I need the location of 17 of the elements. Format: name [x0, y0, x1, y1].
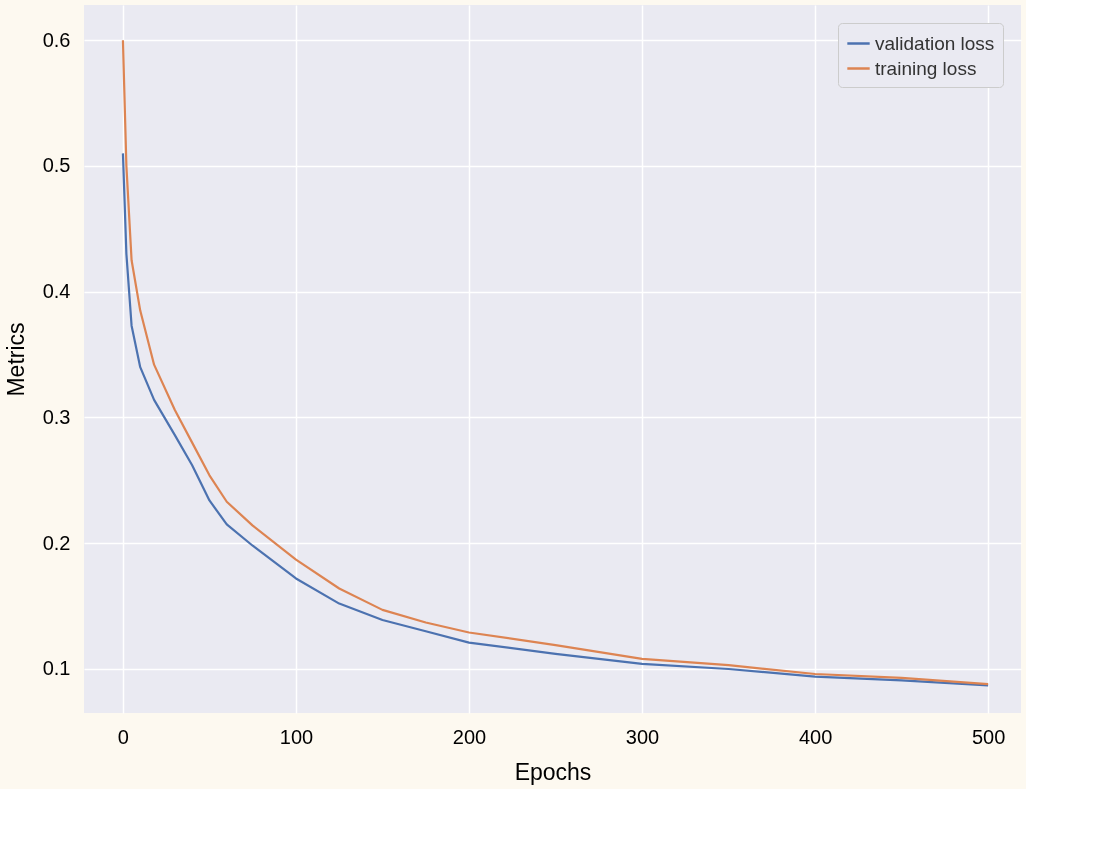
y-axis-title: Metrics	[2, 322, 29, 397]
x-tick-label: 300	[625, 725, 660, 748]
x-tick-label: 200	[452, 725, 487, 748]
y-tick-label: 0.4	[42, 280, 71, 303]
x-tick-label: 100	[279, 725, 314, 748]
y-tick-label: 0.6	[42, 28, 71, 51]
line-series	[121, 152, 990, 687]
x-axis-title: Epochs	[514, 758, 592, 785]
y-tick-label: 0.5	[42, 154, 71, 177]
x-tick-label: 400	[798, 725, 833, 748]
x-tick-label: 0	[117, 725, 129, 748]
legend-label: training loss	[875, 57, 977, 79]
y-tick-label: 0.1	[42, 657, 71, 680]
y-tick-label: 0.2	[42, 531, 71, 554]
x-tick-label: 500	[971, 725, 1006, 748]
legend-label: validation loss	[875, 32, 995, 54]
y-tick-label: 0.3	[42, 405, 71, 428]
